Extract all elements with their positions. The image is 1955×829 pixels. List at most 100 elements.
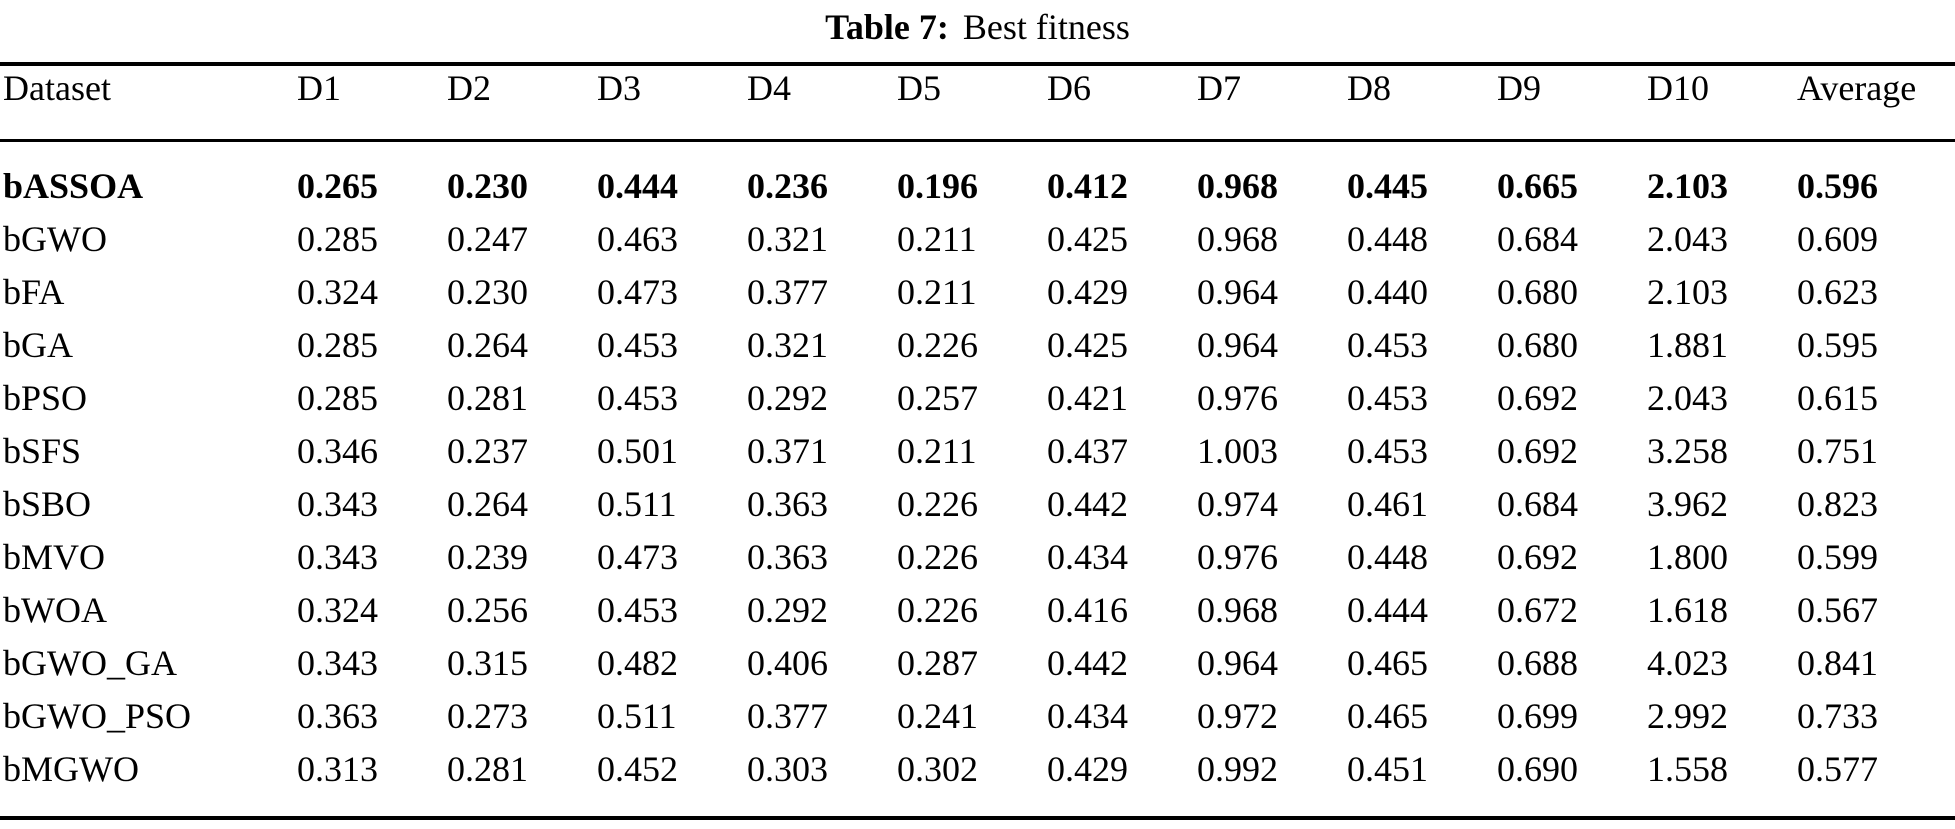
table-cell: 0.371 <box>747 430 828 471</box>
table-cell: 0.434 <box>1047 695 1128 736</box>
table-cell: 0.324 <box>297 589 378 630</box>
table-cell: 0.976 <box>1197 536 1278 577</box>
column-header-d1: D1 <box>297 68 341 108</box>
table-cell: 0.465 <box>1347 695 1428 736</box>
table-cell: 0.285 <box>297 218 378 259</box>
row-label: bWOA <box>3 589 107 630</box>
table-cell: 1.003 <box>1197 430 1278 471</box>
row-label: bSFS <box>3 430 82 471</box>
table-cell: 0.733 <box>1797 695 1878 736</box>
table-cell: 0.363 <box>747 536 828 577</box>
table-row-bgwo_ga: bGWO_GA 0.343 0.315 0.482 0.406 0.287 0.442 0.9… <box>0 637 1955 690</box>
row-label: bGWO_GA <box>3 642 177 683</box>
table-cell: 0.577 <box>1797 748 1878 789</box>
table-cell: 0.442 <box>1047 642 1128 683</box>
table-cell: 0.292 <box>747 377 828 418</box>
table-header: Dataset D1 D2 D3 D4 D5 D6 D7 D8 D9 D10 Average <box>0 64 1955 140</box>
row-label: bGA <box>3 324 73 365</box>
table-cell: 0.964 <box>1197 271 1278 312</box>
table-cell: 0.453 <box>597 589 678 630</box>
table-cell: 0.699 <box>1497 695 1578 736</box>
table-cell: 0.425 <box>1047 218 1128 259</box>
table-cell: 0.448 <box>1347 218 1428 259</box>
table-cell: 0.346 <box>297 430 378 471</box>
table-cell: 0.285 <box>297 377 378 418</box>
table-cell: 1.881 <box>1647 324 1728 365</box>
header-row: Dataset D1 D2 D3 D4 D5 D6 D7 D8 D9 D10 Average <box>0 64 1955 140</box>
table-cell: 0.377 <box>747 695 828 736</box>
table-cell: 0.211 <box>897 430 977 471</box>
row-label: bGWO_PSO <box>3 695 192 736</box>
table-caption-label: Table 7: <box>825 7 949 47</box>
table-cell: 0.211 <box>897 218 977 259</box>
table-cell: 0.363 <box>297 695 378 736</box>
table-cell: 0.264 <box>447 483 528 524</box>
table-cell: 0.976 <box>1197 377 1278 418</box>
best-fitness-table: Dataset D1 D2 D3 D4 D5 D6 D7 D8 D9 D10 Average bASS… <box>0 62 1955 820</box>
table-row-bmvo: bMVO 0.343 0.239 0.473 0.363 0.226 0.434 0.976 0… <box>0 531 1955 584</box>
table-cell: 0.596 <box>1797 165 1878 206</box>
table-cell: 0.241 <box>897 695 978 736</box>
table-cell: 0.315 <box>447 642 528 683</box>
table-cell: 2.043 <box>1647 218 1728 259</box>
table-cell: 0.230 <box>447 271 528 312</box>
table-cell: 0.437 <box>1047 430 1128 471</box>
column-header-average: Average <box>1797 68 1917 108</box>
table-cell: 0.823 <box>1797 483 1878 524</box>
table-cell: 0.445 <box>1347 165 1428 206</box>
table-cell: 1.800 <box>1647 536 1728 577</box>
table-cell: 0.964 <box>1197 324 1278 365</box>
table-row-bsbo: bSBO 0.343 0.264 0.511 0.363 0.226 0.442 0.974 0… <box>0 478 1955 531</box>
table-row-bgwo: bGWO 0.285 0.247 0.463 0.321 0.211 0.425 0.968 0… <box>0 213 1955 266</box>
table-cell: 0.609 <box>1797 218 1878 259</box>
table-cell: 0.623 <box>1797 271 1878 312</box>
table-cell: 0.751 <box>1797 430 1878 471</box>
table-cell: 0.442 <box>1047 483 1128 524</box>
table-cell: 0.377 <box>747 271 828 312</box>
table-cell: 0.211 <box>897 271 977 312</box>
table-cell: 0.463 <box>597 218 678 259</box>
table-cell: 0.692 <box>1497 430 1578 471</box>
table-body: bASSOA 0.265 0.230 0.444 0.236 0.196 0.412 0.96… <box>0 140 1955 818</box>
table-cell: 1.558 <box>1647 748 1728 789</box>
table-cell: 0.236 <box>747 165 828 206</box>
table-row-bwoa: bWOA 0.324 0.256 0.453 0.292 0.226 0.416 0.968 0… <box>0 584 1955 637</box>
table-cell: 0.226 <box>897 483 978 524</box>
table-caption: Table 7: Best fitness <box>0 0 1955 62</box>
table-cell: 0.452 <box>597 748 678 789</box>
table-cell: 0.429 <box>1047 271 1128 312</box>
column-header-d3: D3 <box>597 68 641 108</box>
table-cell: 4.023 <box>1647 642 1728 683</box>
table-cell: 0.321 <box>747 218 828 259</box>
column-header-d9: D9 <box>1497 68 1541 108</box>
table-cell: 0.412 <box>1047 165 1128 206</box>
table-cell: 0.453 <box>597 324 678 365</box>
table-cell: 0.684 <box>1497 218 1578 259</box>
table-cell: 0.615 <box>1797 377 1878 418</box>
table-cell: 0.444 <box>597 165 678 206</box>
table-cell: 0.440 <box>1347 271 1428 312</box>
table-cell: 0.680 <box>1497 324 1578 365</box>
table-cell: 0.595 <box>1797 324 1878 365</box>
table-cell: 0.692 <box>1497 377 1578 418</box>
table-cell: 0.672 <box>1497 589 1578 630</box>
table-cell: 0.465 <box>1347 642 1428 683</box>
table-cell: 3.258 <box>1647 430 1728 471</box>
table-row-bgwo_pso: bGWO_PSO 0.363 0.273 0.511 0.377 0.241 0.434 0.… <box>0 690 1955 743</box>
table-cell: 0.313 <box>297 748 378 789</box>
table-cell: 0.453 <box>1347 324 1428 365</box>
table-cell: 0.453 <box>1347 377 1428 418</box>
table-cell: 1.618 <box>1647 589 1728 630</box>
table-cell: 0.461 <box>1347 483 1428 524</box>
table-cell: 0.265 <box>297 165 378 206</box>
table-cell: 0.968 <box>1197 165 1278 206</box>
table-caption-text: Best fitness <box>962 7 1130 47</box>
column-header-d6: D6 <box>1047 68 1091 108</box>
row-label: bASSOA <box>3 165 144 206</box>
table-row-bfa: bFA 0.324 0.230 0.473 0.377 0.211 0.429 0.964 0.… <box>0 266 1955 319</box>
table-cell: 0.247 <box>447 218 528 259</box>
table-row-bassoa: bASSOA 0.265 0.230 0.444 0.236 0.196 0.412 0.96… <box>0 140 1955 213</box>
row-label: bMGWO <box>3 748 139 789</box>
table-cell: 0.237 <box>447 430 528 471</box>
